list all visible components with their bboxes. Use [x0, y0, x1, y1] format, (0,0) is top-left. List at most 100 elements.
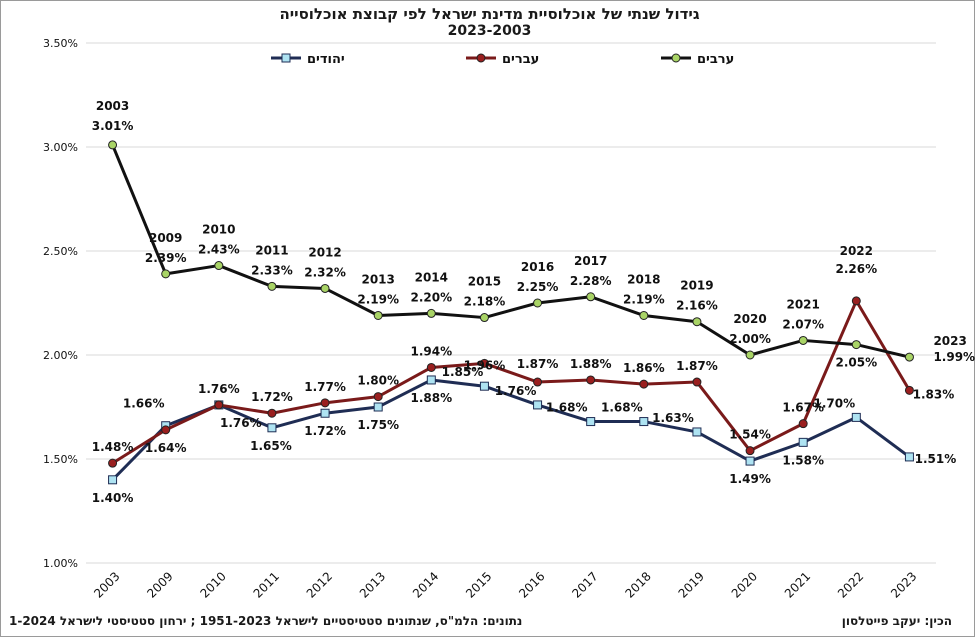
data-label: 1.72% — [251, 390, 293, 404]
data-point — [479, 313, 489, 323]
y-tick-label: 2.50% — [43, 245, 78, 258]
x-tick-label: 2020 — [729, 569, 760, 600]
legend-label: ערבים — [697, 52, 734, 67]
source-note: נתונים: הלמ"ס, שנתונים סטטיסטיים לישראל … — [9, 614, 523, 628]
year-label: 2016 — [521, 260, 554, 274]
year-label: 2021 — [786, 297, 819, 311]
series-line — [111, 378, 911, 481]
data-point — [267, 423, 277, 433]
data-point — [214, 400, 224, 410]
data-label: 1.76% — [198, 382, 240, 396]
data-label: 1.49% — [729, 472, 771, 486]
y-tick-label: 1.50% — [43, 453, 78, 466]
year-label: 2013 — [361, 272, 394, 286]
x-tick-label: 2017 — [569, 569, 600, 600]
x-tick-label: 2019 — [676, 569, 707, 600]
data-point — [320, 283, 330, 293]
year-label: 2010 — [202, 223, 235, 237]
series-line — [111, 299, 911, 465]
legend-marker — [476, 53, 486, 63]
data-label: 1.68% — [546, 401, 588, 415]
data-point — [639, 417, 649, 427]
data-point — [108, 458, 118, 468]
data-label: 2.33% — [251, 263, 293, 277]
data-label: 2.18% — [464, 295, 506, 309]
chart-subtitle: 2023-2003 — [447, 23, 532, 39]
legend-label: יהודים — [307, 52, 345, 67]
data-point — [373, 392, 383, 402]
data-label: 1.76% — [495, 384, 537, 398]
data-point — [426, 308, 436, 318]
data-label: 1.48% — [92, 440, 134, 454]
data-point — [479, 358, 489, 368]
data-label: 2.19% — [623, 292, 665, 306]
year-label: 2015 — [468, 275, 501, 289]
data-label: 1.99% — [933, 350, 975, 364]
x-tick-label: 2012 — [304, 569, 335, 600]
data-label: 2.25% — [517, 280, 559, 294]
year-label: 2014 — [415, 270, 448, 284]
data-point — [373, 310, 383, 320]
data-point — [798, 419, 808, 429]
x-tick-label: 2009 — [144, 569, 175, 600]
year-label: 2009 — [149, 231, 182, 245]
data-label: 1.76% — [220, 416, 262, 430]
year-label: 2018 — [627, 272, 660, 286]
y-tick-label: 3.50% — [43, 37, 78, 50]
data-point — [267, 281, 277, 291]
data-point — [851, 412, 861, 422]
data-point — [639, 310, 649, 320]
data-label: 2.16% — [676, 299, 718, 313]
chart-title: גידול שנתי של אוכלוסיית מדינת ישראל לפי … — [279, 5, 700, 23]
data-point — [320, 398, 330, 408]
y-tick-label: 2.00% — [43, 349, 78, 362]
year-label: 2012 — [308, 245, 341, 259]
data-point — [745, 446, 755, 456]
data-label: 1.58% — [782, 453, 824, 467]
data-label: 2.05% — [835, 356, 877, 370]
data-label: 2.32% — [304, 265, 346, 279]
x-tick-label: 2016 — [516, 569, 547, 600]
data-point — [904, 385, 914, 395]
year-label: 2023 — [933, 334, 966, 348]
x-tick-label: 2010 — [197, 569, 228, 600]
data-point — [586, 292, 596, 302]
y-tick-label: 1.00% — [43, 557, 78, 570]
data-point — [904, 452, 914, 462]
data-point — [108, 475, 118, 485]
data-point — [745, 456, 755, 466]
author-note: הכין: יעקב פייטלסון — [841, 614, 952, 628]
data-label: 1.51% — [915, 452, 957, 466]
data-label: 2.26% — [835, 262, 877, 276]
series-line — [111, 144, 910, 359]
data-point — [161, 269, 171, 279]
x-tick-label: 2018 — [622, 569, 653, 600]
data-point — [586, 417, 596, 427]
data-point — [267, 408, 277, 418]
data-label: 1.64% — [145, 441, 187, 455]
data-label: 1.88% — [410, 391, 452, 405]
data-label: 2.19% — [357, 292, 399, 306]
data-label: 1.85% — [442, 365, 484, 379]
year-label: 2022 — [840, 244, 873, 258]
data-label: 1.70% — [813, 396, 855, 410]
data-label: 1.80% — [357, 374, 399, 388]
data-label: 1.83% — [913, 387, 955, 401]
data-point — [533, 298, 543, 308]
data-label: 1.66% — [123, 397, 165, 411]
data-point — [851, 296, 861, 306]
data-point — [798, 437, 808, 447]
data-label: 1.75% — [357, 418, 399, 432]
data-point — [108, 140, 118, 150]
year-label: 2017 — [574, 254, 607, 268]
x-tick-label: 2021 — [782, 569, 813, 600]
year-label: 2011 — [255, 243, 288, 257]
data-label: 1.63% — [652, 411, 694, 425]
data-point — [161, 425, 171, 435]
year-label: 2003 — [96, 99, 129, 113]
data-point — [692, 377, 702, 387]
data-label: 1.65% — [250, 439, 292, 453]
data-label: 1.67% — [782, 401, 824, 415]
